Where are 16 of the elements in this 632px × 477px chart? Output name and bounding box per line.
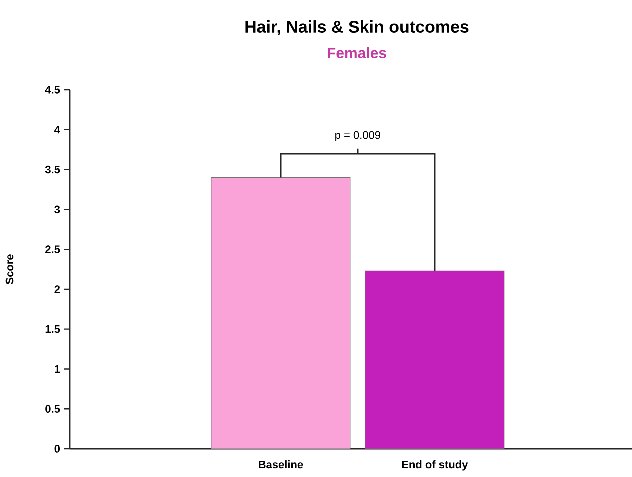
y-tick-label: 4 [54, 126, 60, 134]
y-tick-label: 0 [54, 445, 60, 453]
x-tick-label: Baseline [259, 460, 304, 469]
x-tick-label: End of study [402, 460, 468, 471]
y-tick-label: 1.5 [46, 326, 60, 334]
y-tick-label: 1 [55, 365, 60, 374]
y-axis-title: Score [6, 254, 14, 284]
annotation: p = 0.009 [336, 131, 380, 142]
y-tick-label: 2 [54, 286, 60, 294]
y-tick-label: 3 [54, 206, 60, 214]
y-tick-label: 4.5 [45, 86, 60, 94]
y-tick-label: 0.5 [46, 405, 60, 414]
chart-subtitle: Females [328, 47, 386, 58]
y-tick-label: 2.5 [46, 246, 60, 254]
y-tick-label: 3.5 [45, 166, 60, 174]
chart-title: Hair, Nails & Skin outcomes [246, 20, 469, 36]
